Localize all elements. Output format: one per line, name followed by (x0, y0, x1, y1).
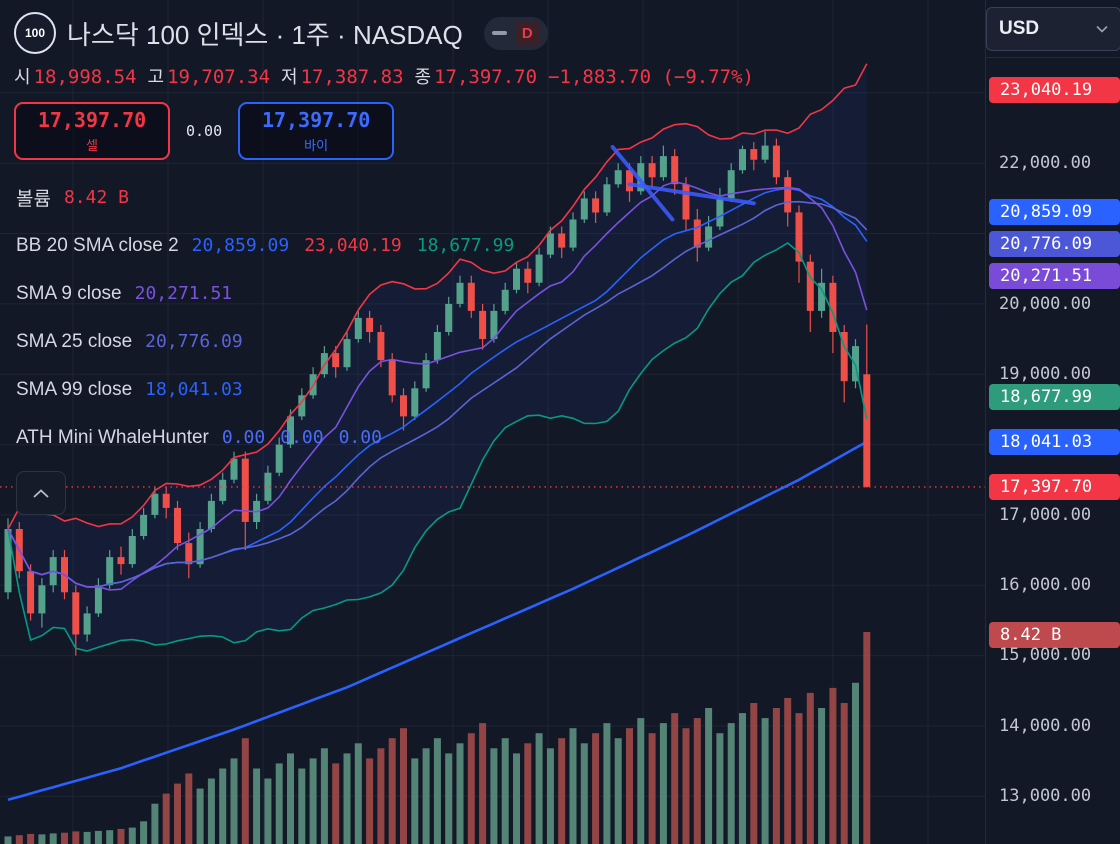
chevron-down-icon (1096, 25, 1108, 33)
price-axis-label: 14,000.00 (999, 716, 1092, 736)
sell-button[interactable]: 17,397.70 셀 (14, 102, 170, 160)
sell-price: 17,397.70 (37, 108, 147, 132)
indicator-name: SMA 99 close (16, 378, 133, 400)
high-label: 고 (147, 67, 165, 87)
indicator-value: 20,271.51 (134, 283, 233, 304)
indicator-value: 20,859.09 (191, 235, 290, 256)
indicator-value: 0.00 (338, 427, 382, 448)
spread-value: 0.00 (186, 122, 223, 140)
trade-panel: 17,397.70 셀 0.00 17,397.70 바이 (14, 102, 754, 160)
currency-selector[interactable]: USD (986, 6, 1120, 51)
price-axis-badge: 23,040.19 (989, 77, 1120, 103)
indicator-value: 0.00 (221, 427, 266, 448)
price-axis-badge: 17,397.70 (989, 474, 1120, 500)
chart-header: 100 나스닥 100 인덱스 · 1주 · NASDAQ D 시 18,998.… (14, 12, 754, 160)
open-label: 시 (14, 67, 31, 87)
close-label: 종 (414, 67, 432, 87)
indicator-row[interactable]: SMA 9 close 20,271.51 (16, 280, 516, 307)
indicator-value: 18,677.99 (416, 235, 515, 256)
buy-price: 17,397.70 (261, 108, 371, 132)
indicator-value: 0.00 (280, 427, 324, 448)
chevron-up-icon (33, 488, 49, 498)
indicator-value: 18,041.03 (145, 379, 243, 400)
indicator-row[interactable]: ATH Mini WhaleHunter 0.00 0.00 0.00 (16, 424, 516, 451)
change-value: −1,883.70 (−9.77%) (548, 66, 754, 88)
title-row: 100 나스닥 100 인덱스 · 1주 · NASDAQ D (14, 12, 754, 54)
currency-selector-row: USD (986, 0, 1120, 58)
indicator-row[interactable]: 볼륨 8.42 B (16, 184, 516, 211)
price-axis-badge: 18,677.99 (989, 384, 1120, 410)
indicator-list: 볼륨 8.42 B BB 20 SMA close 2 20,859.09 23,040… (16, 184, 516, 472)
ohlc-row: 시 18,998.54 고 19,707.34 저 17,387.83 종 17,397… (14, 63, 754, 89)
high-value: 19,707.34 (167, 66, 271, 88)
price-axis-badge: 8.42 B (989, 622, 1120, 648)
symbol-title[interactable]: 나스닥 100 인덱스 · 1주 · NASDAQ (67, 19, 463, 50)
currency-label: USD (999, 17, 1040, 39)
indicator-row[interactable]: BB 20 SMA close 2 20,859.09 23,040.19 18,67… (16, 232, 516, 259)
indicator-name: ATH Mini WhaleHunter (16, 426, 209, 448)
indicator-value: 8.42 B (63, 187, 129, 208)
price-axis-label: 15,000.00 (999, 645, 1092, 665)
symbol-logo: 100 (14, 12, 56, 54)
indicator-value: 23,040.19 (304, 235, 402, 256)
price-axis-badge: 18,041.03 (989, 429, 1120, 455)
sell-label: 셀 (86, 138, 98, 153)
indicator-row[interactable]: SMA 25 close 20,776.09 (16, 328, 516, 355)
price-axis-label: 20,000.00 (999, 294, 1092, 314)
buy-label: 바이 (304, 138, 329, 153)
collapse-indicators-button[interactable] (16, 471, 66, 515)
price-axis-label: 22,000.00 (999, 153, 1092, 173)
dash-icon (491, 31, 507, 35)
price-axis-label: 13,000.00 (999, 786, 1092, 806)
price-axis-badge: 20,776.09 (989, 231, 1120, 257)
price-axis-label: 16,000.00 (999, 575, 1092, 595)
indicator-name: SMA 25 close (16, 330, 133, 352)
price-axis-label: 17,000.00 (999, 505, 1092, 525)
open-value: 18,998.54 (33, 66, 137, 88)
low-label: 저 (281, 67, 298, 87)
price-axis-labels: 23,040.19 22,000.00 20,859.09 20,776.09 20,2… (986, 0, 1120, 844)
price-axis-label: 19,000.00 (999, 364, 1092, 384)
price-chart[interactable] (0, 0, 985, 844)
close-value: 17,397.70 (434, 66, 538, 88)
price-axis-badge: 20,859.09 (989, 199, 1120, 225)
indicator-value: 20,776.09 (145, 331, 243, 352)
daily-interval-badge: D (514, 20, 540, 46)
interval-toggle[interactable]: D (483, 16, 548, 50)
indicator-name: 볼륨 (16, 189, 51, 210)
indicator-row[interactable]: SMA 99 close 18,041.03 (16, 376, 516, 403)
indicator-name: BB 20 SMA close 2 (16, 234, 179, 256)
buy-button[interactable]: 17,397.70 바이 (238, 102, 395, 160)
indicator-name: SMA 9 close (16, 282, 122, 304)
price-axis[interactable]: USD 23,040.19 22,000.00 20,859.09 20,776.09… (985, 0, 1120, 844)
low-value: 17,387.83 (300, 66, 404, 88)
price-axis-badge: 20,271.51 (989, 263, 1120, 289)
